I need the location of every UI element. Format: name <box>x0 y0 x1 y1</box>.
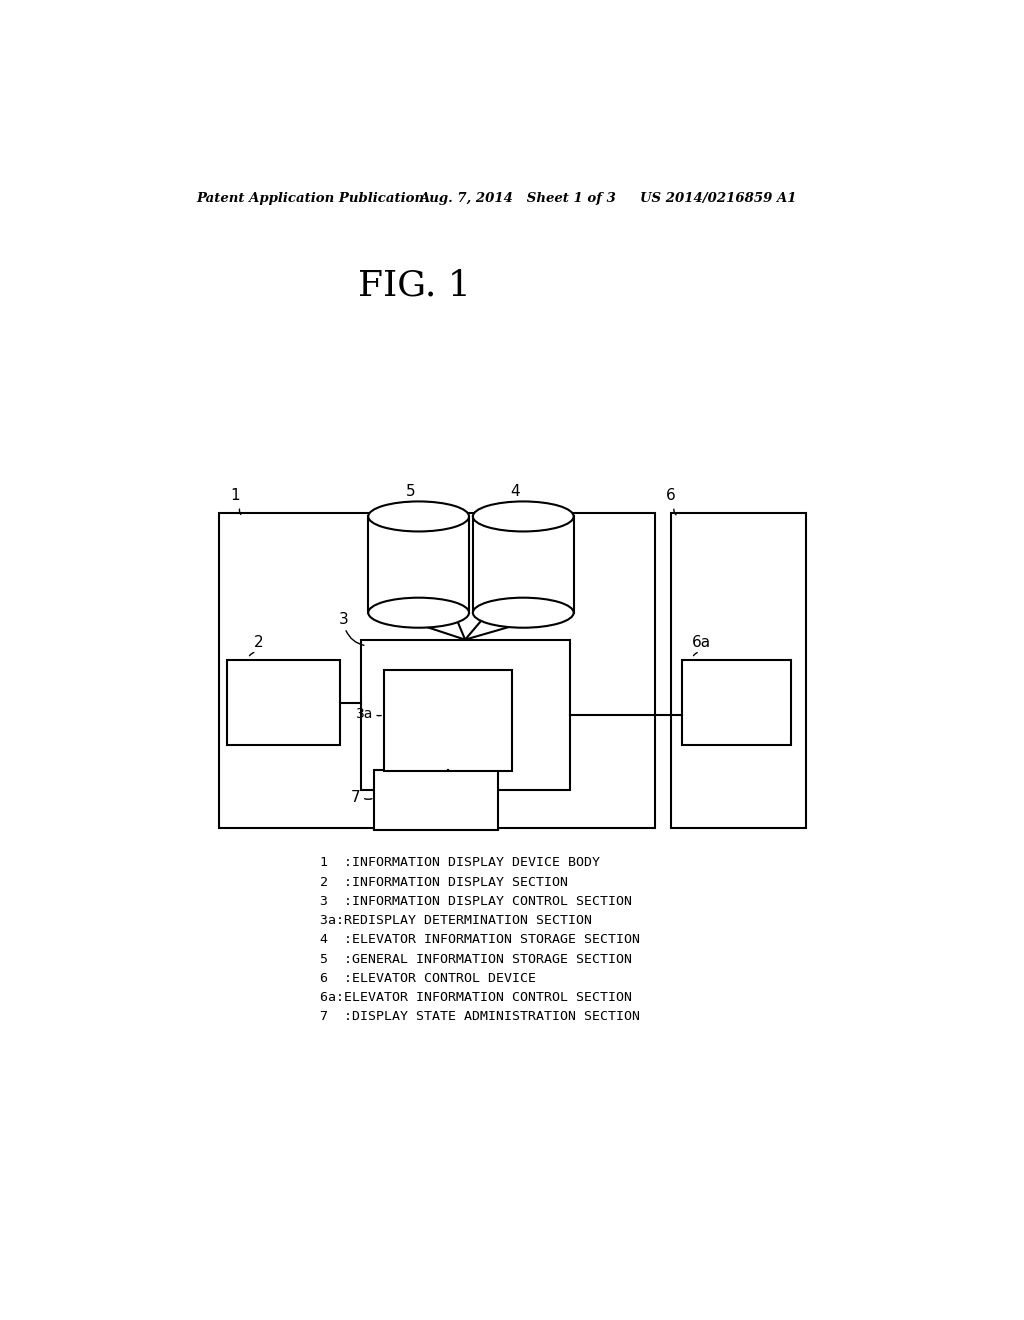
Text: 5  :GENERAL INFORMATION STORAGE SECTION: 5 :GENERAL INFORMATION STORAGE SECTION <box>321 953 632 966</box>
Text: 4  :ELEVATOR INFORMATION STORAGE SECTION: 4 :ELEVATOR INFORMATION STORAGE SECTION <box>321 933 640 946</box>
Text: 3  :INFORMATION DISPLAY CONTROL SECTION: 3 :INFORMATION DISPLAY CONTROL SECTION <box>321 895 632 908</box>
Text: 3: 3 <box>339 611 348 627</box>
Bar <box>219 512 655 829</box>
Bar <box>375 770 499 830</box>
Text: 7  :DISPLAY STATE ADMINISTRATION SECTION: 7 :DISPLAY STATE ADMINISTRATION SECTION <box>321 1010 640 1023</box>
Bar <box>227 660 340 744</box>
Bar <box>360 640 569 789</box>
Ellipse shape <box>473 502 573 532</box>
Text: Patent Application Publication: Patent Application Publication <box>197 191 424 205</box>
Bar <box>682 660 791 744</box>
Bar <box>384 671 512 771</box>
Text: 1  :INFORMATION DISPLAY DEVICE BODY: 1 :INFORMATION DISPLAY DEVICE BODY <box>321 857 600 870</box>
Text: 6  :ELEVATOR CONTROL DEVICE: 6 :ELEVATOR CONTROL DEVICE <box>321 972 537 985</box>
Text: 3a: 3a <box>355 708 373 721</box>
Text: 1: 1 <box>230 488 240 503</box>
Text: 6a:ELEVATOR INFORMATION CONTROL SECTION: 6a:ELEVATOR INFORMATION CONTROL SECTION <box>321 991 632 1005</box>
Ellipse shape <box>473 598 573 628</box>
Text: 2  :INFORMATION DISPLAY SECTION: 2 :INFORMATION DISPLAY SECTION <box>321 875 568 888</box>
Text: 7: 7 <box>351 789 360 805</box>
Ellipse shape <box>369 502 469 532</box>
Bar <box>671 512 806 829</box>
Text: 4: 4 <box>511 483 520 499</box>
Text: FIG. 1: FIG. 1 <box>358 268 471 302</box>
Text: Aug. 7, 2014   Sheet 1 of 3: Aug. 7, 2014 Sheet 1 of 3 <box>419 191 615 205</box>
Text: 6: 6 <box>666 488 676 503</box>
Text: US 2014/0216859 A1: US 2014/0216859 A1 <box>640 191 796 205</box>
Text: 6a: 6a <box>692 635 711 649</box>
Ellipse shape <box>369 598 469 628</box>
Text: 3a:REDISPLAY DETERMINATION SECTION: 3a:REDISPLAY DETERMINATION SECTION <box>321 915 592 927</box>
Text: 2: 2 <box>253 635 263 649</box>
Text: 5: 5 <box>407 483 416 499</box>
